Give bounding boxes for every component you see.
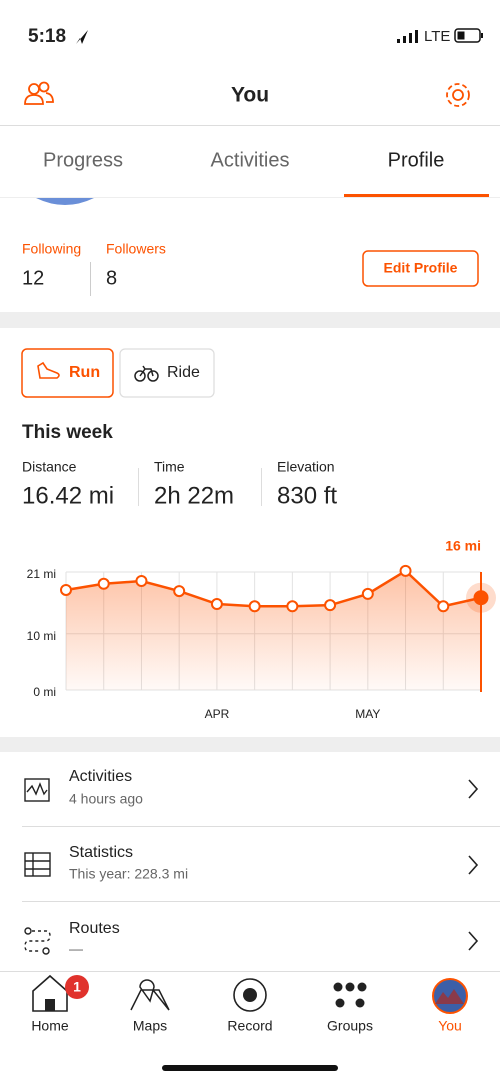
x-tick-label: APR (205, 707, 230, 721)
clock: 5:18 (28, 26, 66, 47)
list-subtitle: This year: 228.3 mi (69, 866, 188, 882)
home-indicator (162, 1065, 338, 1071)
bike-icon (134, 365, 159, 382)
nav-label[interactable]: Groups (327, 1018, 373, 1034)
chevron[interactable] (468, 931, 479, 951)
following-count[interactable]: 12 (22, 267, 44, 289)
divider (138, 468, 139, 506)
nav-label[interactable]: Maps (133, 1018, 167, 1034)
edit-profile-label[interactable]: Edit Profile (384, 260, 458, 276)
network: LTE (424, 28, 450, 45)
settings-icon[interactable] (446, 83, 470, 107)
list-title[interactable]: Activities (69, 768, 132, 785)
y-tick-label: 0 mi (33, 685, 56, 699)
divider (261, 468, 262, 506)
tab-indicator (344, 194, 489, 197)
week-title: This week (22, 422, 113, 443)
followers-label[interactable]: Followers (106, 241, 166, 257)
following-label[interactable]: Following (22, 241, 81, 257)
point (399, 564, 412, 577)
run-button[interactable] (21, 348, 114, 398)
signal-icon (397, 30, 418, 43)
point (60, 583, 72, 596)
friends-icon[interactable] (24, 81, 54, 105)
list-subtitle: — (69, 941, 83, 957)
point (210, 598, 223, 611)
point (324, 599, 337, 612)
tab-active[interactable]: Profile (388, 149, 445, 171)
chart: 0 mi 10 mi 21 mi APR MAY 16 mi (27, 538, 496, 721)
nav-label-active[interactable]: You (438, 1018, 462, 1034)
x-tick-label: MAY (355, 707, 380, 721)
activities-icon (24, 778, 50, 802)
run-label[interactable]: Run (69, 364, 100, 381)
divider (90, 262, 91, 296)
y-tick-label: 21 mi (27, 567, 56, 581)
divider (0, 125, 500, 126)
point (437, 600, 450, 613)
header-title: You (231, 84, 269, 107)
divider (22, 826, 500, 827)
point-selected (473, 590, 489, 606)
you-avatar[interactable] (432, 978, 468, 1014)
tab[interactable]: Activities (211, 149, 290, 171)
list-title[interactable]: Routes (69, 920, 120, 937)
y-tick-label: 10 mi (27, 629, 56, 643)
nav-label[interactable]: Home (31, 1018, 69, 1034)
location-icon (76, 30, 88, 44)
chevron[interactable] (468, 855, 479, 875)
groups-icon[interactable] (333, 982, 367, 1008)
routes-icon (24, 927, 51, 955)
divider (0, 197, 500, 198)
stat-label: Time (154, 459, 185, 475)
record-icon[interactable] (233, 978, 267, 1012)
point (173, 585, 186, 598)
battery-icon (454, 28, 483, 43)
home-icon[interactable] (32, 974, 68, 1012)
section-gap (0, 312, 500, 328)
edit-profile-button[interactable] (362, 250, 479, 287)
maps-icon[interactable] (130, 979, 170, 1011)
stat-value: 16.42 mi (22, 482, 114, 509)
divider (0, 971, 500, 972)
followers-count[interactable]: 8 (106, 267, 117, 289)
ride-label[interactable]: Ride (167, 364, 200, 381)
point (361, 587, 374, 600)
divider (22, 901, 500, 902)
point (248, 600, 261, 613)
shoe-icon (37, 361, 60, 379)
area (66, 570, 481, 690)
value-label: 16 mi (445, 538, 481, 554)
point (286, 600, 299, 613)
section-gap (0, 737, 500, 752)
stat-label: Distance (22, 459, 77, 475)
point (135, 574, 148, 587)
ride-button[interactable] (119, 348, 215, 398)
statistics-icon (24, 852, 51, 877)
stat-value: 830 ft (277, 482, 337, 509)
list-title[interactable]: Statistics (69, 844, 133, 861)
nav-label[interactable]: Record (227, 1018, 272, 1034)
tab[interactable]: Progress (43, 149, 123, 171)
point (97, 577, 110, 590)
list-subtitle: 4 hours ago (69, 791, 143, 807)
badge (65, 975, 89, 999)
chevron[interactable] (468, 779, 479, 799)
badge-count: 1 (73, 979, 81, 995)
avatar (36, 198, 94, 205)
line (65, 569, 482, 608)
stat-value: 2h 22m (154, 482, 234, 509)
stat-label: Elevation (277, 459, 335, 475)
